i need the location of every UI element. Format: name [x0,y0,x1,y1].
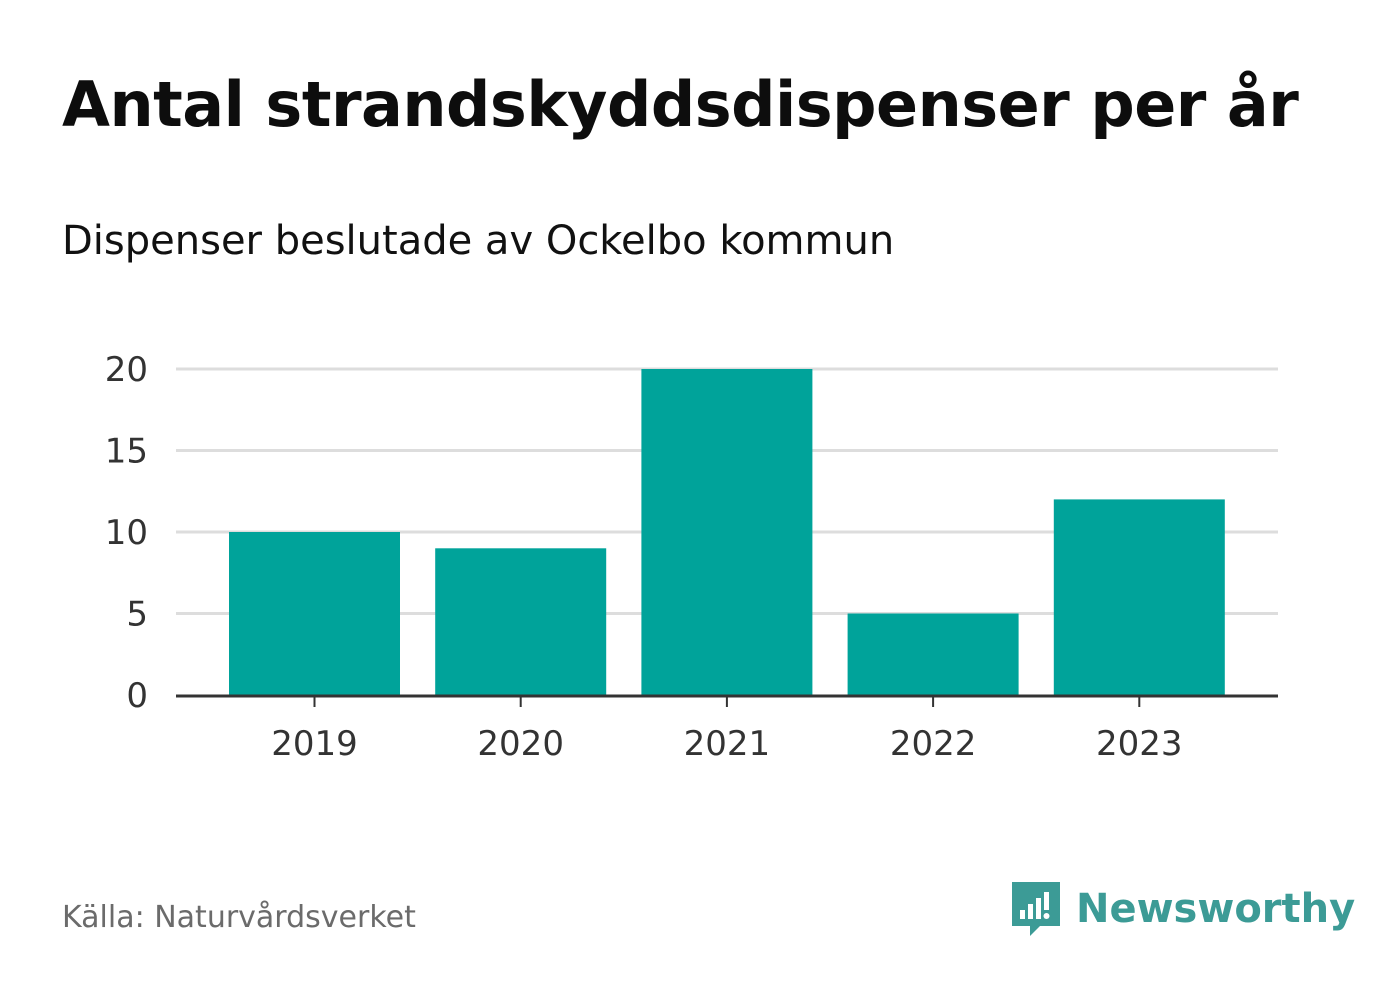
x-tick-label: 2019 [271,724,358,764]
x-tick-label: 2023 [1096,724,1183,764]
x-tick-label: 2020 [477,724,564,764]
source-note: Källa: Naturvårdsverket [62,900,416,935]
chart-subtitle: Dispenser beslutade av Ockelbo kommun [62,218,895,264]
brand-logo: Newsworthy [1010,880,1355,938]
bar-2019 [229,532,400,695]
brand-name: Newsworthy [1076,886,1356,932]
chart-title: Antal strandskyddsdispenser per år [62,68,1299,141]
y-tick-label: 0 [126,676,148,716]
y-tick-label: 10 [105,513,148,553]
bar-2021 [641,369,813,695]
y-tick-label: 20 [105,350,148,390]
x-tick-label: 2021 [684,724,771,764]
y-tick-label: 15 [105,432,148,472]
bar-2022 [847,613,1019,695]
bar-2023 [1053,499,1225,695]
newsworthy-logo-icon [1012,882,1060,936]
x-tick-label: 2022 [890,724,977,764]
y-tick-label: 5 [126,595,148,635]
bar-2020 [435,548,607,695]
